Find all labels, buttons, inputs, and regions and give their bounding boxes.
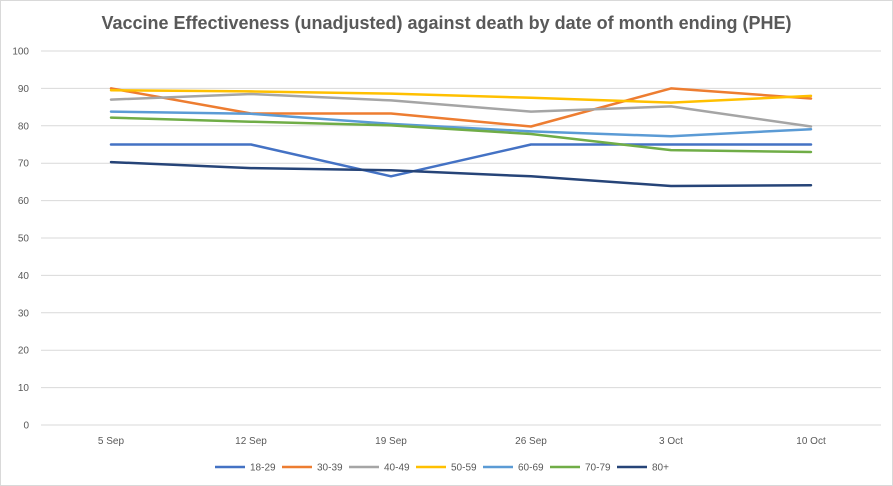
- legend-label: 70-79: [585, 463, 611, 474]
- y-tick-label: 0: [23, 421, 29, 432]
- y-tick-label: 80: [18, 121, 30, 132]
- series-line-18-29: [109, 143, 813, 178]
- x-tick-label: 5 Sep: [98, 436, 125, 447]
- x-tick-label: 3 Oct: [659, 436, 683, 447]
- x-tick-label: 19 Sep: [375, 436, 407, 447]
- legend-label: 30-39: [317, 463, 343, 474]
- series-line-70-79: [109, 116, 813, 154]
- y-axis-tick-labels: 0 10 20 30 40 50 60 70 80 90 100: [12, 47, 29, 432]
- x-tick-label: 26 Sep: [515, 436, 547, 447]
- y-tick-label: 70: [18, 159, 30, 170]
- y-tick-label: 10: [18, 383, 30, 394]
- gridlines: [41, 50, 881, 426]
- y-tick-label: 20: [18, 346, 30, 357]
- y-tick-label: 30: [18, 308, 30, 319]
- legend-label: 18-29: [250, 463, 276, 474]
- series-line-40-49: [109, 92, 813, 128]
- legend-label: 40-49: [384, 463, 410, 474]
- series-lines: [109, 87, 813, 188]
- x-tick-label: 10 Oct: [796, 436, 826, 447]
- series-line-60-69: [109, 110, 813, 138]
- x-tick-label: 12 Sep: [235, 436, 267, 447]
- series-line-80plus: [109, 160, 813, 188]
- x-axis-tick-labels: 5 Sep 12 Sep 19 Sep 26 Sep 3 Oct 10 Oct: [98, 436, 826, 447]
- legend-label: 50-59: [451, 463, 477, 474]
- y-tick-label: 40: [18, 271, 30, 282]
- y-tick-label: 60: [18, 196, 30, 207]
- legend-label: 60-69: [518, 463, 544, 474]
- y-tick-label: 90: [18, 84, 30, 95]
- chart-title: Vaccine Effectiveness (unadjusted) again…: [101, 13, 792, 33]
- y-tick-label: 50: [18, 234, 30, 245]
- y-tick-label: 100: [12, 47, 29, 58]
- series-line-30-39: [109, 87, 813, 128]
- series-line-50-59: [109, 89, 813, 104]
- legend-label: 80+: [652, 463, 669, 474]
- legend: 18-29 30-39 40-49 50-59 60-69 70-79 80+: [215, 463, 669, 474]
